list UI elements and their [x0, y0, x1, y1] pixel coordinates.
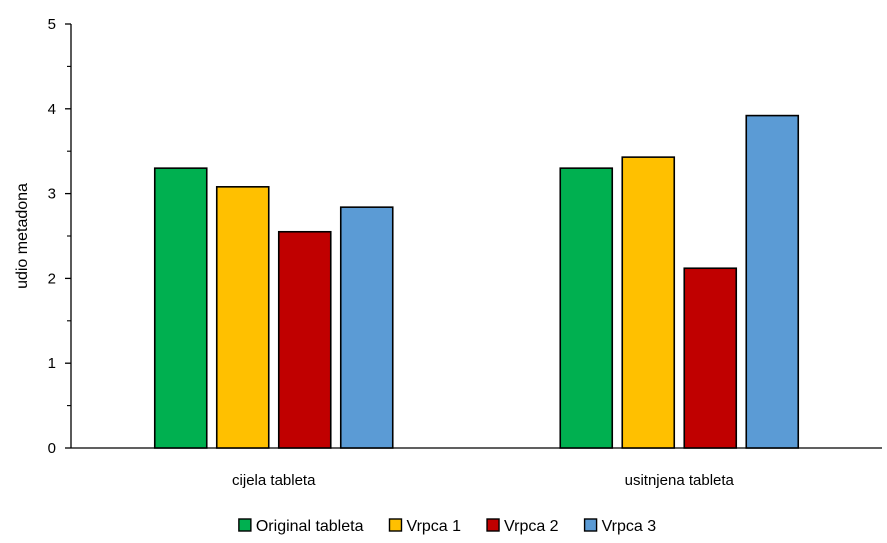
legend-swatch	[388, 518, 403, 532]
bar	[559, 167, 614, 449]
y-tick-label: 3	[48, 186, 56, 203]
y-tick-label: 1	[48, 355, 56, 372]
bar	[683, 267, 738, 449]
legend-label: Original tableta	[256, 518, 364, 535]
bar	[277, 230, 332, 449]
legend-swatch	[486, 518, 500, 532]
y-tick-label: 4	[48, 101, 56, 118]
x-category-label: cijela tableta	[232, 472, 316, 489]
chart-labels: 0 1 2 3 4 5 cijela tableta usitnjena tableta	[48, 16, 735, 489]
bar	[153, 167, 208, 449]
legend-swatch	[583, 518, 598, 532]
chart-bars	[153, 114, 800, 449]
y-tick-label: 0	[48, 440, 56, 457]
bar	[339, 206, 394, 449]
x-category-label: usitnjena tableta	[625, 472, 735, 489]
y-tick-label: 2	[48, 270, 56, 287]
y-tick-label: 5	[48, 16, 56, 33]
legend-label: Vrpca 1	[406, 518, 461, 535]
bar	[621, 156, 676, 449]
y-axis-title: udio metadona	[14, 183, 31, 289]
bar	[215, 186, 270, 449]
bar	[745, 114, 800, 449]
legend-label: Vrpca 2	[504, 518, 559, 535]
legend-label: Vrpca 3	[602, 518, 657, 535]
legend-swatch	[238, 518, 252, 532]
chart-legend: Original tableta Vrpca 1 Vrpca 2 Vrpca 3	[238, 518, 657, 535]
